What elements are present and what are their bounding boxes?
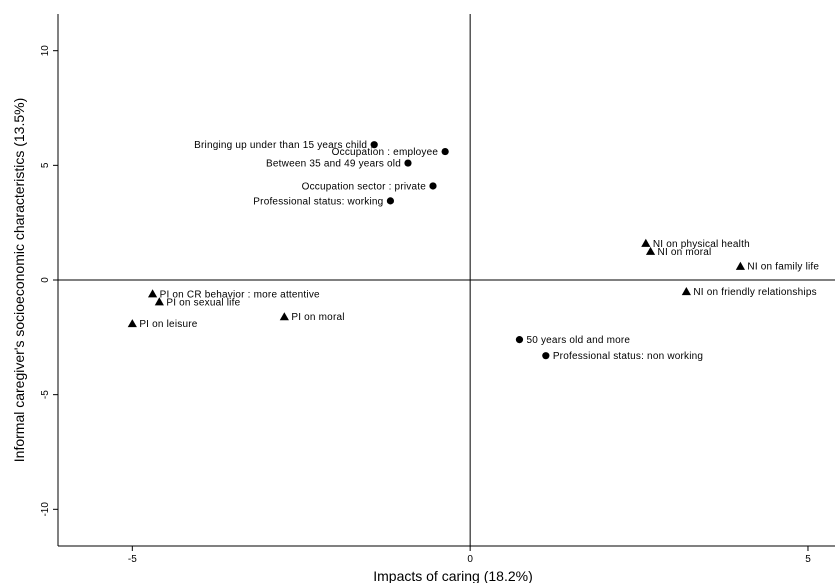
y-tick-label: 5 — [40, 162, 51, 168]
triangle-marker — [645, 246, 656, 255]
triangle-marker — [641, 238, 651, 247]
point-label: PI on sexual life — [166, 297, 240, 308]
y-axis-title: Informal caregiver's socioeconomic chara… — [11, 98, 27, 462]
circle-marker — [386, 197, 395, 205]
triangle-marker — [147, 289, 158, 298]
triangle-marker — [154, 297, 164, 306]
circle-marker — [542, 352, 550, 360]
axis-ticks: -5 0 5 10 5 0 -5 -10 — [40, 45, 811, 565]
data-points: Bringing up under than 15 years childOcc… — [127, 140, 819, 362]
y-tick-label: -5 — [40, 390, 51, 399]
point-label: Occupation sector : private — [302, 181, 427, 192]
x-tick-label: 5 — [805, 554, 811, 565]
point-label: PI on CR behavior : more attentive — [160, 289, 320, 300]
circle-marker — [515, 336, 524, 344]
y-tick-label: 10 — [40, 45, 51, 57]
x-axis-title: Impacts of caring (18.2%) — [373, 568, 533, 583]
circle-marker — [370, 141, 378, 149]
point-label: PI on moral — [291, 312, 344, 323]
triangle-marker — [735, 261, 746, 270]
point-label: NI on moral — [658, 247, 712, 258]
circle-marker — [429, 182, 437, 190]
point-label: Between 35 and 49 years old — [266, 159, 401, 170]
circle-marker — [404, 159, 412, 167]
point-label: Professional status: non working — [553, 351, 703, 362]
point-label: NI on friendly relationships — [693, 287, 816, 298]
triangle-marker — [681, 286, 691, 296]
circle-marker — [441, 147, 449, 156]
point-label: Occupation : employee — [332, 147, 439, 158]
y-tick-label: 0 — [40, 277, 51, 283]
x-tick-label: 0 — [467, 554, 473, 565]
point-label: NI on family life — [747, 262, 819, 273]
reference-lines — [58, 14, 835, 546]
x-tick-label: -5 — [128, 554, 137, 565]
triangle-marker — [127, 319, 137, 328]
y-tick-label: -10 — [40, 502, 51, 517]
point-label: 50 years old and more — [526, 335, 630, 346]
point-label: Bringing up under than 15 years child — [194, 140, 367, 151]
point-label: Professional status: working — [253, 196, 383, 207]
point-label: NI on physical health — [653, 239, 750, 250]
triangle-marker — [279, 312, 289, 321]
point-label: PI on leisure — [139, 319, 197, 330]
